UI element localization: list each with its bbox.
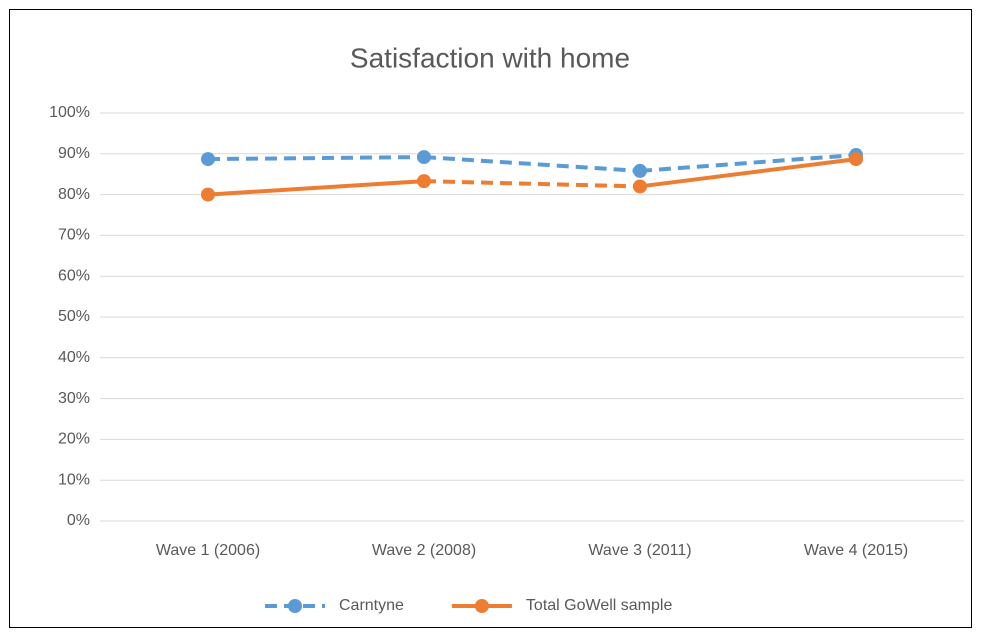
legend-label: Carntyne [339, 597, 404, 614]
marker [849, 152, 863, 167]
y-tick-label: 20% [58, 431, 90, 448]
line-segment [423, 179, 641, 189]
marker [201, 152, 215, 167]
marker [201, 187, 215, 202]
chart-title: Satisfaction with home [350, 42, 630, 73]
line-segment [207, 179, 425, 197]
chart-border [9, 9, 972, 628]
x-tick-label: Wave 1 (2006) [156, 542, 260, 559]
y-tick-label: 60% [58, 267, 90, 284]
y-tick-label: 50% [58, 308, 90, 325]
x-tick-label: Wave 3 (2011) [588, 542, 691, 559]
line-segment [639, 153, 857, 173]
y-tick-label: 30% [58, 390, 90, 407]
marker [417, 150, 431, 165]
y-tick-label: 70% [58, 227, 90, 244]
legend-marker [288, 599, 302, 613]
y-tick-label: 100% [49, 104, 90, 121]
legend-label: Total GoWell sample [526, 597, 673, 614]
marker [633, 179, 647, 194]
legend-marker [474, 599, 489, 613]
y-tick-label: 40% [58, 349, 90, 366]
y-tick-label: 10% [58, 471, 90, 488]
marker [417, 174, 431, 189]
y-tick-label: 0% [67, 512, 90, 529]
line-segment [639, 157, 857, 189]
y-tick-label: 80% [58, 186, 90, 203]
line-segment [423, 155, 641, 173]
x-tick-label: Wave 4 (2015) [804, 542, 908, 559]
y-tick-label: 90% [58, 145, 90, 162]
line-segment [207, 155, 425, 162]
x-tick-label: Wave 2 (2008) [372, 542, 476, 559]
marker [633, 163, 647, 178]
